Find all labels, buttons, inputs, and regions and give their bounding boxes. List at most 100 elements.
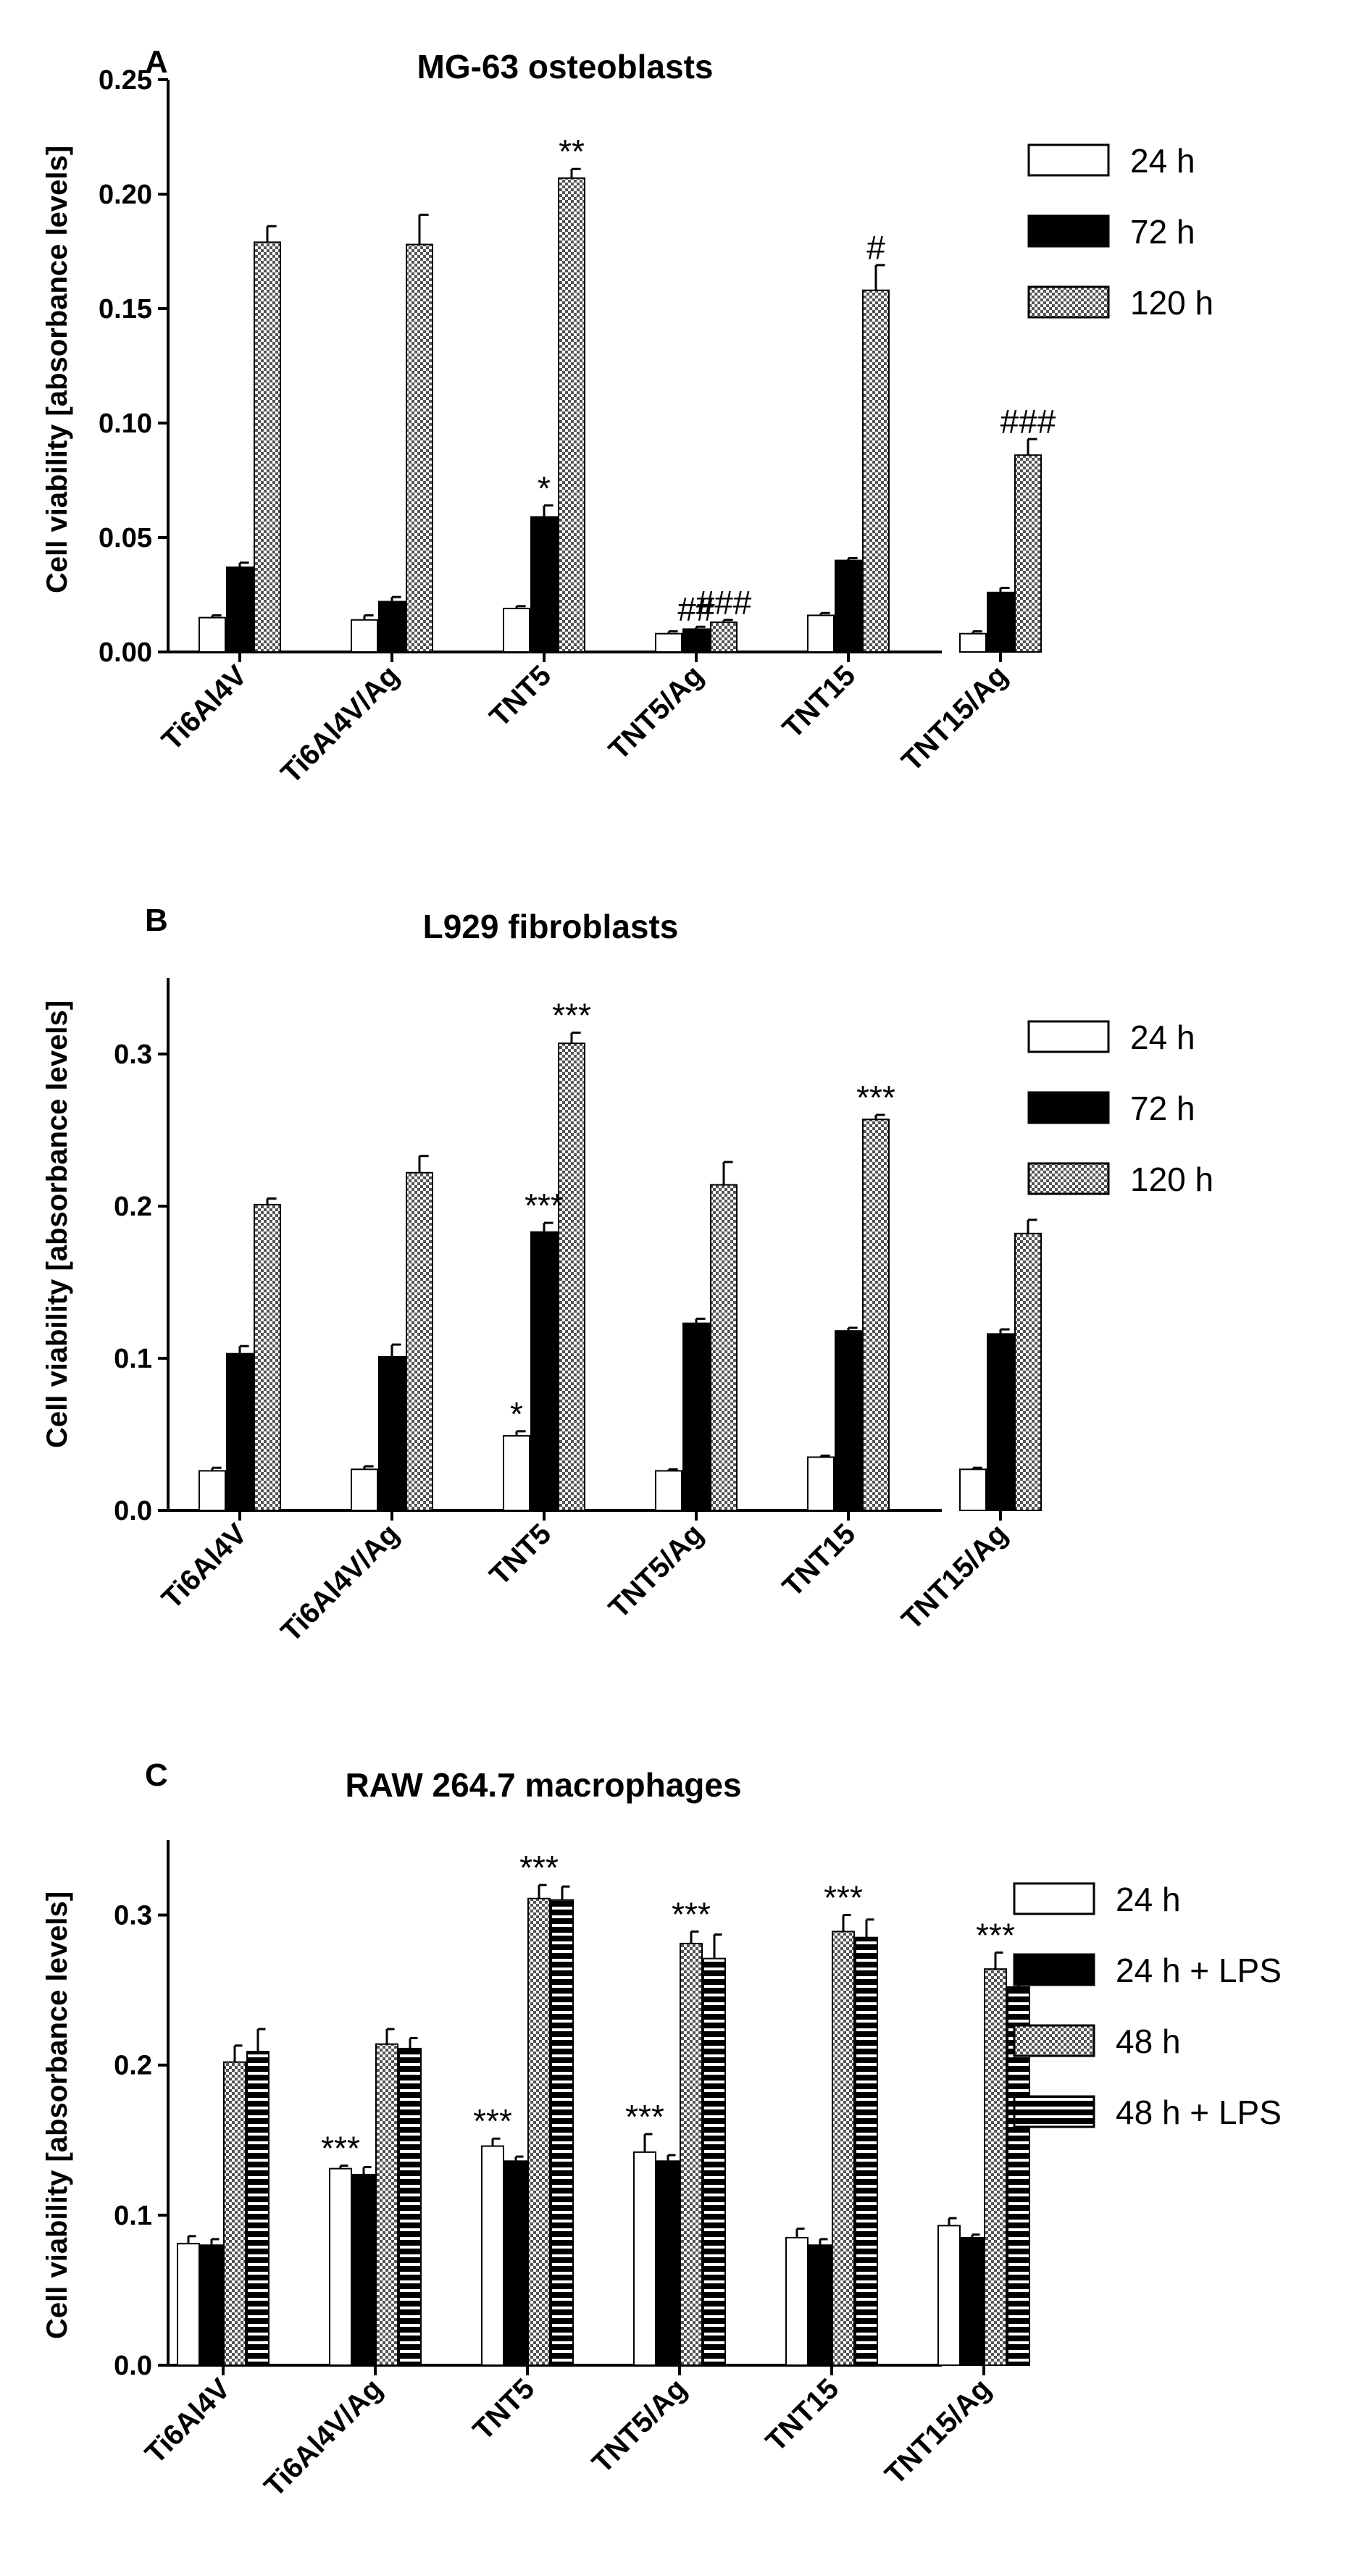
- x-tick-label: TNT5/Ag: [603, 1518, 709, 1624]
- x-tick-label: TNT5: [484, 659, 558, 733]
- bar: [406, 243, 433, 653]
- significance-label: **: [559, 133, 585, 170]
- x-tick-label: TNT5/Ag: [586, 2372, 693, 2479]
- panel-a-plot: 0.00 0.05 0.10 0.15 0.20 0.25 Ti6Al4V Ti6Al4V/A…: [99, 65, 1056, 790]
- bar: [959, 1468, 987, 1512]
- significance-label: ##: [677, 590, 715, 628]
- bar: [809, 2244, 832, 2366]
- legend-swatch: [1027, 285, 1110, 319]
- bar: [199, 616, 226, 653]
- y-tick-label: 0.1: [114, 2201, 152, 2231]
- x-tick-label: TNT15/Ag: [879, 2372, 997, 2491]
- x-tick-label: TNT15: [777, 1518, 862, 1603]
- bar: [558, 1042, 585, 1512]
- y-tick-label: 0.15: [99, 294, 152, 325]
- significance-label: ***: [856, 1079, 895, 1116]
- bar: [398, 2047, 422, 2366]
- bar: [1014, 454, 1042, 653]
- panel-c: C RAW 264.7 macrophages Cell viability […: [41, 1757, 1282, 2503]
- legend-label: 72 h: [1130, 213, 1195, 251]
- bar: [832, 1931, 855, 2367]
- bar: [633, 2151, 656, 2367]
- bar: [177, 2243, 200, 2367]
- bar: [351, 1468, 378, 1512]
- bar: [503, 1435, 530, 1511]
- legend-swatch: [1013, 1953, 1095, 1986]
- bar: [937, 2225, 961, 2367]
- x-tick-label: TNT5: [484, 1518, 558, 1592]
- bar: [527, 1897, 551, 2366]
- x-tick-label: Ti6Al4V/Ag: [258, 2372, 388, 2503]
- legend-label: 24 h: [1130, 142, 1195, 180]
- significance-label: #: [866, 229, 885, 267]
- legend-label: 120 h: [1130, 284, 1213, 322]
- x-tick-label: TNT15/Ag: [895, 1518, 1014, 1636]
- panel-c-plot: 0.0 0.1 0.2 0.3 Ti6Al4V Ti6Al4V/Ag TNT5 TNT5/Ag…: [114, 1840, 1030, 2503]
- panel-b-letter: B: [145, 903, 168, 938]
- x-tick-label: TNT15/Ag: [895, 659, 1014, 777]
- bar: [329, 2167, 352, 2366]
- legend-label: 48 h + LPS: [1116, 2094, 1282, 2131]
- bar: [226, 1352, 254, 1511]
- y-tick-label: 0.3: [114, 1901, 152, 1931]
- y-tick-label: 0.1: [114, 1344, 152, 1374]
- bar: [987, 1333, 1014, 1512]
- bar: [199, 1470, 226, 1512]
- x-tick-label: Ti6Al4V/Ag: [275, 1518, 405, 1648]
- bar: [246, 2051, 270, 2367]
- bar: [807, 1456, 835, 1511]
- bar: [504, 2160, 527, 2366]
- legend-label: 24 h: [1116, 1881, 1181, 1918]
- significance-label: ***: [976, 1916, 1015, 1954]
- x-tick-label: TNT15: [777, 659, 862, 745]
- bar: [226, 566, 254, 653]
- x-tick-label: Ti6Al4V: [156, 1518, 254, 1615]
- significance-label: ***: [824, 1879, 863, 1917]
- legend-swatch: [1027, 1162, 1110, 1195]
- panel-a-legend: 24 h 72 h 120 h: [1027, 142, 1213, 322]
- x-tick-label: TNT5: [467, 2372, 541, 2446]
- y-tick-label: 0.25: [99, 65, 152, 96]
- bar: [551, 1899, 574, 2367]
- legend-swatch: [1027, 143, 1110, 177]
- x-tick-label: Ti6Al4V/Ag: [275, 659, 405, 790]
- legend-label: 24 h: [1130, 1019, 1195, 1056]
- panel-a-title: MG-63 osteoblasts: [417, 48, 714, 85]
- bar: [656, 2160, 680, 2366]
- bar: [807, 614, 835, 653]
- bar: [984, 1968, 1007, 2366]
- legend-label: 24 h + LPS: [1116, 1952, 1282, 1989]
- significance-label: ***: [525, 1187, 564, 1224]
- significance-label: ***: [519, 1849, 559, 1886]
- bar: [855, 1936, 878, 2366]
- bar: [503, 607, 530, 653]
- panel-a: A MG-63 osteoblasts Cell viability [abso…: [41, 44, 1213, 790]
- bar: [530, 516, 558, 653]
- bar: [352, 2173, 375, 2366]
- bar: [254, 1203, 281, 1512]
- bar: [682, 628, 710, 653]
- bar: [655, 1470, 682, 1512]
- bar: [351, 619, 378, 653]
- bar: [1014, 1232, 1042, 1512]
- bar: [558, 177, 585, 653]
- bar: [481, 2145, 504, 2367]
- y-tick-label: 0.0: [114, 2351, 152, 2381]
- y-tick-label: 0.2: [114, 2051, 152, 2081]
- y-tick-label: 0.05: [99, 523, 152, 553]
- legend-swatch: [1027, 214, 1110, 248]
- legend-swatch: [1013, 2024, 1095, 2057]
- legend-swatch: [1013, 1882, 1095, 1915]
- panel-b-legend: 24 h 72 h 120 h: [1027, 1019, 1213, 1198]
- x-tick-label: TNT15: [760, 2372, 845, 2458]
- y-tick-label: 0.20: [99, 180, 152, 210]
- panel-a-letter: A: [145, 44, 168, 80]
- bar: [682, 1322, 710, 1511]
- significance-label: ***: [625, 2098, 664, 2136]
- bar: [378, 1355, 406, 1512]
- significance-label: ###: [1000, 403, 1056, 440]
- bar: [835, 1330, 862, 1511]
- bar: [961, 2236, 984, 2366]
- significance-label: ***: [321, 2130, 360, 2167]
- significance-label: ***: [672, 1895, 711, 1933]
